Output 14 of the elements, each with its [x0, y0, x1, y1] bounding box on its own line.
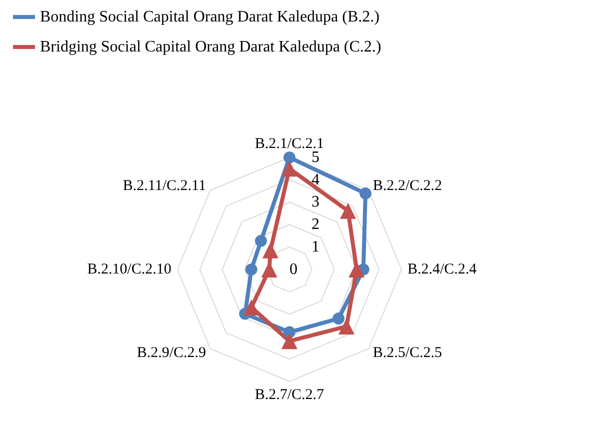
- spoke-label: B.2.7/C.2.7: [254, 386, 325, 403]
- y-tick-label: 2: [311, 216, 320, 234]
- legend-label: Bonding Social Capital Orang Darat Kaledupa (B.2.): [40, 8, 380, 26]
- spoke-label: B.2.10/C.2.10: [87, 261, 172, 278]
- spoke-label: B.2.4/C.2.4: [407, 261, 478, 278]
- legend-label: Bridging Social Capital Orang Darat Kaledupa (C.2.): [40, 38, 382, 56]
- y-tick-label: 3: [311, 194, 320, 211]
- spoke-label: B.2.2/C.2.2: [372, 178, 442, 194]
- y-tick-label: 1: [311, 238, 320, 256]
- spoke-label: B.2.9/C.2.9: [136, 344, 206, 361]
- spoke-label: B.2.5/C.2.5: [372, 344, 442, 361]
- spoke-label: B.2.11/C.2.11: [122, 178, 206, 194]
- y-tick-label: 4: [311, 171, 320, 188]
- y-tick-label: 0: [289, 260, 298, 278]
